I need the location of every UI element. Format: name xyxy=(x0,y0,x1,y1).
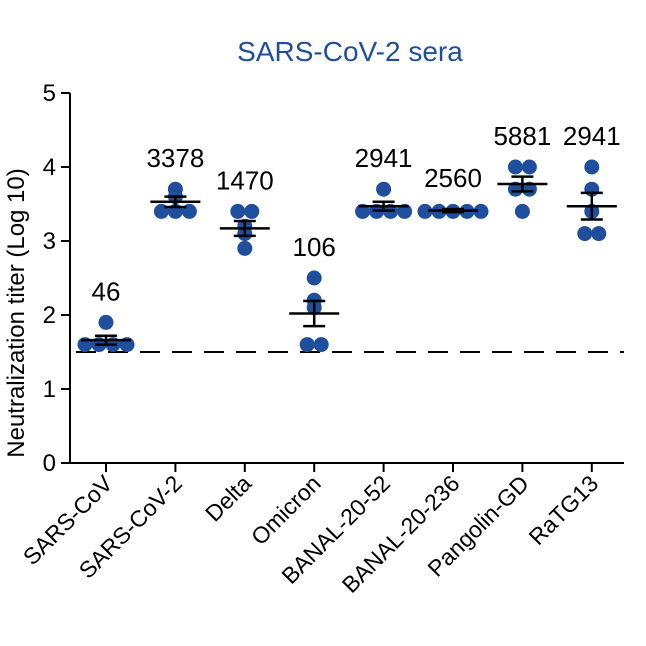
data-point xyxy=(521,159,537,175)
data-point xyxy=(473,203,489,219)
data-marks: 46 3378 1470 106 2941 2560 5881 2941 xyxy=(77,121,621,353)
data-point xyxy=(230,203,246,219)
y-tick-label: 0 xyxy=(43,450,56,477)
data-point xyxy=(584,159,600,175)
data-point xyxy=(376,181,392,197)
y-tick-label: 4 xyxy=(43,154,56,181)
data-point xyxy=(577,226,593,242)
data-label: 2560 xyxy=(424,163,482,193)
x-tick-label: BANAL-20-236 xyxy=(337,470,465,598)
x-tick-label: RaTG13 xyxy=(523,470,603,550)
data-label: 2941 xyxy=(563,121,621,151)
y-tick-label: 1 xyxy=(43,376,56,403)
data-label: 2941 xyxy=(355,143,413,173)
data-label: 1470 xyxy=(216,165,274,195)
y-tick-label: 5 xyxy=(43,80,56,107)
data-point xyxy=(355,203,371,219)
chart-title: SARS-CoV-2 sera xyxy=(237,36,463,67)
data-point xyxy=(306,270,322,286)
x-tick-label: Delta xyxy=(200,470,256,526)
data-point xyxy=(514,203,530,219)
data-point xyxy=(521,181,537,197)
data-point xyxy=(417,203,433,219)
data-point xyxy=(237,240,253,256)
data-point xyxy=(507,159,523,175)
data-point xyxy=(591,226,607,242)
data-point xyxy=(397,203,413,219)
y-tick-label: 2 xyxy=(43,302,56,329)
data-label: 46 xyxy=(92,276,121,306)
y-axis-label: Neutralization titer (Log 10) xyxy=(3,168,30,457)
data-point xyxy=(244,203,260,219)
data-label: 3378 xyxy=(146,143,204,173)
data-point xyxy=(313,337,329,353)
data-point xyxy=(98,314,114,330)
data-point xyxy=(507,181,523,197)
data-point xyxy=(299,337,315,353)
data-label: 5881 xyxy=(493,121,551,151)
data-label: 106 xyxy=(293,232,336,262)
y-tick-label: 3 xyxy=(43,228,56,255)
